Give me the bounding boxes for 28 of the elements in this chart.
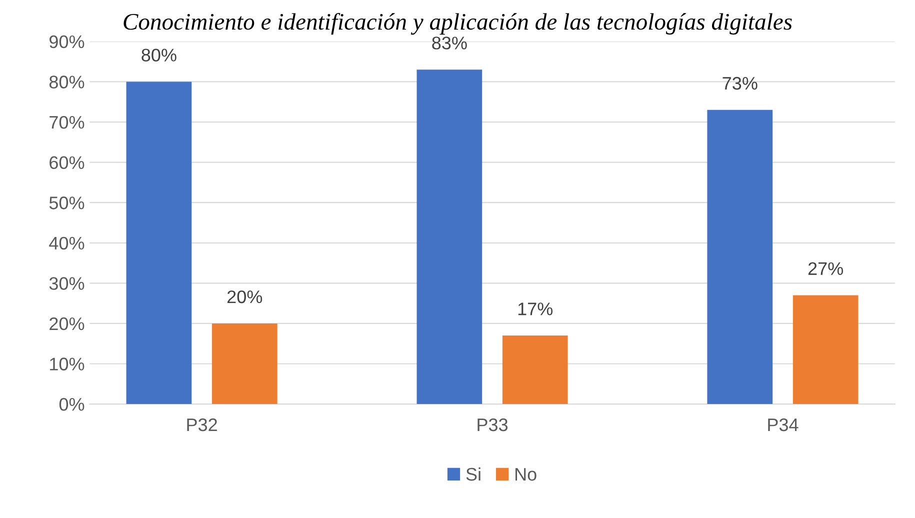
x-tick-label: P34 — [768, 418, 798, 432]
x-tick-label: P33 — [478, 418, 508, 432]
y-tick-label: 90% — [50, 35, 84, 48]
bar — [502, 336, 568, 404]
y-tick-label: 0% — [59, 398, 84, 411]
bar — [416, 70, 482, 404]
x-tick-label: P32 — [187, 418, 217, 432]
bar — [707, 110, 773, 404]
y-tick-label: 60% — [50, 156, 84, 170]
data-label: 73% — [722, 76, 758, 90]
y-tick-label: 10% — [50, 358, 84, 370]
y-tick-label: 20% — [50, 317, 84, 330]
data-label: 80% — [142, 48, 176, 62]
data-label: 83% — [432, 36, 467, 50]
data-label: 20% — [227, 290, 262, 304]
legend-label: Si — [466, 467, 480, 481]
bar — [126, 82, 192, 404]
y-tick-label: 50% — [49, 196, 84, 210]
chart-title: Conocimiento e identificación y aplicación de las tecnologías digitales — [124, 12, 792, 35]
y-tick-label: 30% — [49, 277, 84, 290]
y-tick-label: 70% — [50, 116, 84, 129]
y-tick-label: 40% — [49, 236, 84, 250]
bar — [792, 295, 858, 404]
data-label: 17% — [518, 302, 553, 316]
y-tick-label: 80% — [49, 76, 84, 88]
legend-label: No — [516, 468, 536, 481]
data-label: 27% — [808, 262, 844, 275]
bar — [212, 323, 278, 404]
